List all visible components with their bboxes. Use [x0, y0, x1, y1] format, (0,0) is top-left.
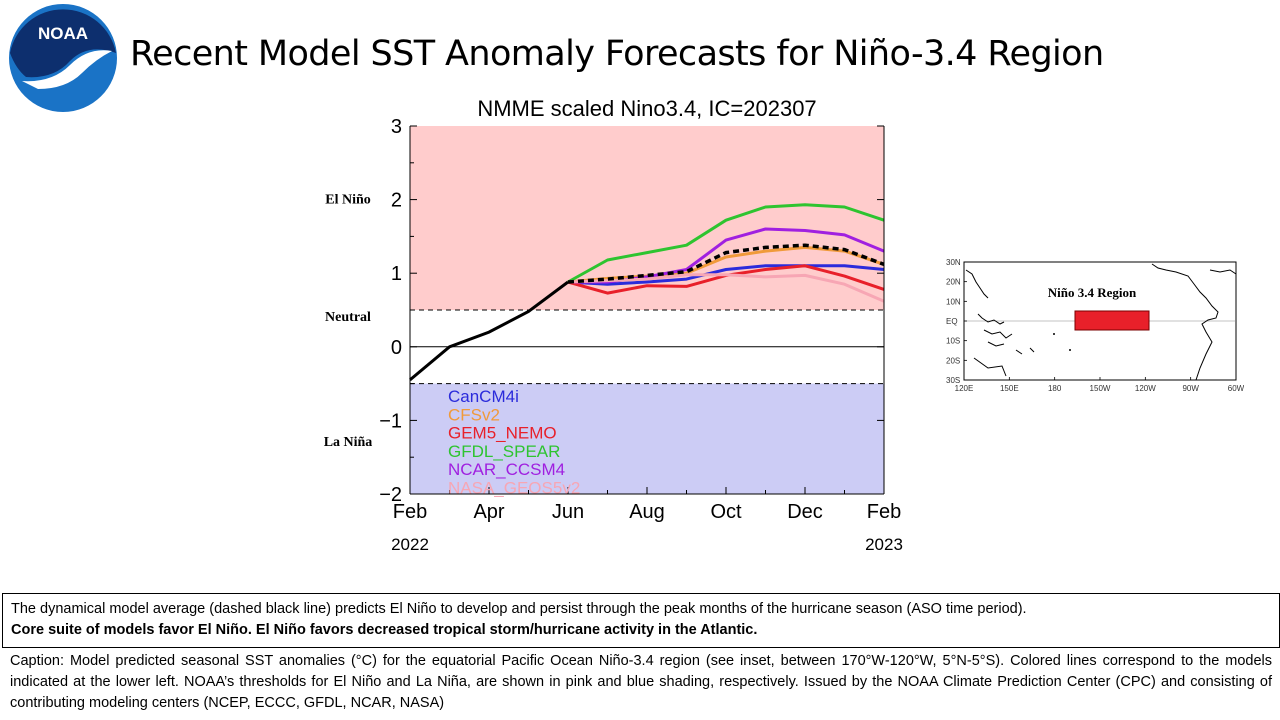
- nino34-forecast-chart: −2 −1 0 1 2 3 Feb Apr Jun Aug Oct Dec Feb 2022 2023 NMM…: [324, 96, 903, 554]
- nino34-region-box: [1074, 310, 1150, 331]
- inset-lat-label: 10N: [946, 297, 961, 306]
- inset-lat-label: 20N: [946, 278, 961, 287]
- summary-box: The dynamical model average (dashed blac…: [2, 593, 1280, 648]
- inset-lon-label: 60W: [1228, 384, 1244, 393]
- caption: Caption: Model predicted seasonal SST an…: [10, 653, 1272, 711]
- legend-entry-gfdl-spear: GFDL_SPEAR: [448, 442, 560, 461]
- y-tick-label: −2: [379, 484, 402, 506]
- logo-upper-field: [10, 9, 116, 78]
- inset-island: [1069, 349, 1071, 351]
- inset-lon-label: 180: [1048, 384, 1062, 393]
- inset-coast-asia: [965, 269, 989, 299]
- series-line-gfdl-spear: [567, 203, 885, 284]
- y-tick-label: 3: [391, 116, 402, 138]
- inset-lon-label: 90W: [1182, 384, 1199, 393]
- legend-entry-nasa-geos5v2: NASA_GEOS5v2: [448, 479, 580, 498]
- inset-lon-label: 150E: [1000, 384, 1019, 393]
- series-line-model-average: [567, 243, 885, 284]
- inset-coast-gulf: [1209, 269, 1237, 275]
- noaa-logo: NOAA: [9, 4, 117, 112]
- legend-entry-cancm4i: CanCM4i: [448, 387, 519, 406]
- observed-line: [409, 280, 569, 382]
- legend-entry-cfsv2: CFSv2: [448, 405, 500, 424]
- logo-seagull: [22, 50, 112, 89]
- inset-lat-label: 30N: [946, 258, 961, 267]
- y-tick-label: 0: [391, 337, 402, 359]
- inset-lat-label: 20S: [946, 356, 960, 365]
- y-tick-label: 1: [391, 263, 402, 285]
- inset-lat-label: 10S: [946, 337, 960, 346]
- y-tick-label: −1: [379, 410, 402, 432]
- inset-region-label: Niño 3.4 Region: [1048, 285, 1137, 300]
- y-tick-label: 2: [391, 190, 402, 212]
- la-nina-shading: [410, 383, 884, 494]
- x-tick-label: Feb: [867, 501, 901, 523]
- chart-title: NMME scaled Nino3.4, IC=202307: [477, 96, 816, 121]
- inset-lon-label: 120W: [1135, 384, 1156, 393]
- inset-lat-label: 30S: [946, 376, 960, 385]
- x-tick-label: Apr: [473, 501, 504, 523]
- x-tick-label: Aug: [629, 501, 665, 523]
- series-line-cancm4i: [567, 264, 885, 286]
- inset-island: [1053, 333, 1055, 335]
- summary-bold-line: Core suite of models favor El Niño. El N…: [11, 622, 758, 638]
- inset-coast-americas: [1151, 263, 1219, 381]
- legend-entry-gem5-nemo: GEM5_NEMO: [448, 424, 557, 443]
- x-tick-label: Oct: [710, 501, 742, 523]
- regime-label: El Niño: [325, 192, 371, 207]
- inset-lon-label: 150W: [1090, 384, 1111, 393]
- regime-label: La Niña: [324, 435, 373, 450]
- inset-lat-label: EQ: [946, 317, 958, 326]
- x-tick-label: Jun: [552, 501, 584, 523]
- x-tick-label: Feb: [393, 501, 427, 523]
- inset-lon-label: 120E: [955, 384, 974, 393]
- inset-coast-maritime: [973, 313, 1035, 377]
- summary-line: The dynamical model average (dashed blac…: [11, 601, 1027, 617]
- year-label-end: 2023: [865, 535, 903, 554]
- year-label-start: 2022: [391, 535, 429, 554]
- slide-title: Recent Model SST Anomaly Forecasts for N…: [130, 34, 1104, 74]
- regime-label: Neutral: [325, 310, 371, 325]
- series-line-nasa-geos5v2: [567, 273, 885, 303]
- logo-text: NOAA: [38, 24, 88, 43]
- nino34-inset-map: Niño 3.4 Region 30N 20N 10N EQ 10S 20S 30S 120…: [946, 258, 1244, 393]
- x-tick-label: Dec: [787, 501, 823, 523]
- legend-entry-ncar-ccsm4: NCAR_CCSM4: [448, 460, 565, 479]
